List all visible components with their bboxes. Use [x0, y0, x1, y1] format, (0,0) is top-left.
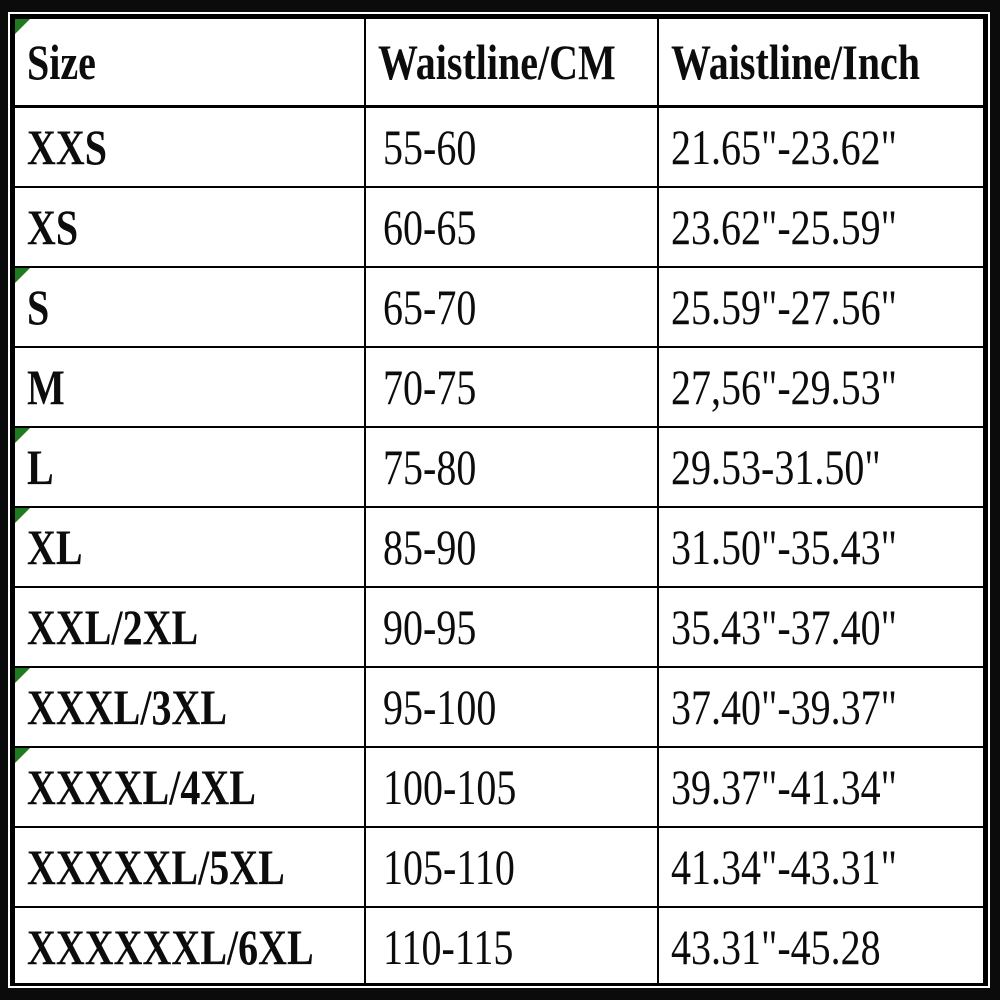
waistline-inch-cell: 31.50"-35.43" [657, 506, 985, 588]
size-cell: XXXL/3XL [12, 666, 367, 748]
waistline-inch-value: 27,56"-29.53" [671, 359, 898, 415]
waistline-cm-value: 100-105 [383, 759, 517, 815]
table-row: XS 60-65 23.62"-25.59" [12, 186, 985, 268]
waistline-inch-value: 23.62"-25.59" [671, 199, 898, 255]
size-cell: M [12, 346, 367, 428]
waistline-inch-value: 35.43"-37.40" [671, 599, 898, 655]
size-cell: XXL/2XL [12, 586, 367, 668]
size-label: XXXXL/4XL [27, 759, 256, 815]
waistline-cm-value: 85-90 [383, 519, 477, 575]
waistline-inch-cell: 37.40"-39.37" [657, 666, 985, 748]
waistline-inch-value: 39.37"-41.34" [671, 759, 898, 815]
waistline-cm-cell: 75-80 [364, 426, 660, 508]
table-row: M 70-75 27,56"-29.53" [12, 346, 985, 428]
waistline-inch-value: 41.34"-43.31" [671, 839, 898, 895]
waistline-cm-value: 70-75 [383, 359, 477, 415]
size-cell: XS [12, 186, 367, 268]
size-chart-header: Size Waistline/CM Waistline/Inch [12, 17, 985, 108]
size-label: L [27, 439, 54, 495]
waistline-inch-cell: 23.62"-25.59" [657, 186, 985, 268]
size-label: XS [27, 199, 79, 255]
header-label-size: Size [27, 34, 96, 90]
waistline-inch-cell: 25.59"-27.56" [657, 266, 985, 348]
size-label: XXXL/3XL [27, 679, 228, 735]
waistline-cm-value: 90-95 [383, 599, 477, 655]
table-row: XXS 55-60 21.65"-23.62" [12, 105, 985, 188]
size-cell: XXS [12, 105, 367, 188]
size-label: XXS [27, 119, 108, 175]
table-row: XL 85-90 31.50"-35.43" [12, 506, 985, 588]
size-label: XL [27, 519, 83, 575]
waistline-cm-cell: 60-65 [364, 186, 660, 268]
waistline-cm-cell: 85-90 [364, 506, 660, 588]
green-corner-marker-icon [16, 749, 30, 763]
size-label: XXXXXXL/6XL [27, 919, 314, 975]
size-cell: XXXXL/4XL [12, 746, 367, 828]
waistline-inch-cell: 43.31"-45.28 [657, 906, 985, 988]
waistline-cm-value: 55-60 [383, 119, 477, 175]
size-chart-body: XXS 55-60 21.65"-23.62" XS 60-65 23.62"-25.59… [12, 105, 985, 988]
waistline-inch-value: 43.31"-45.28 [671, 919, 881, 975]
table-row: XXXXXL/5XL 105-110 41.34"-43.31" [12, 826, 985, 908]
waistline-inch-cell: 39.37"-41.34" [657, 746, 985, 828]
waistline-cm-cell: 55-60 [364, 105, 660, 188]
waistline-cm-value: 95-100 [383, 679, 497, 735]
table-row: S 65-70 25.59"-27.56" [12, 266, 985, 348]
waistline-inch-cell: 35.43"-37.40" [657, 586, 985, 668]
waistline-inch-value: 31.50"-35.43" [671, 519, 898, 575]
waistline-cm-cell: 100-105 [364, 746, 660, 828]
header-label-waistline-cm: Waistline/CM [378, 34, 616, 90]
size-label: M [27, 359, 65, 415]
waistline-inch-value: 25.59"-27.56" [671, 279, 898, 335]
green-corner-marker-icon [16, 19, 30, 34]
size-chart-table: Size Waistline/CM Waistline/Inch XXS 55-6… [12, 17, 985, 988]
green-corner-marker-icon [16, 509, 30, 523]
waistline-inch-value: 29.53-31.50" [671, 439, 881, 495]
size-label: XXL/2XL [27, 599, 199, 655]
table-row: XXXXL/4XL 100-105 39.37"-41.34" [12, 746, 985, 828]
waistline-inch-value: 21.65"-23.62" [671, 119, 898, 175]
waistline-cm-cell: 105-110 [364, 826, 660, 908]
size-chart-frame: Size Waistline/CM Waistline/Inch XXS 55-6… [8, 12, 990, 988]
size-cell: XXXXXXL/6XL [12, 906, 367, 988]
waistline-cm-cell: 90-95 [364, 586, 660, 668]
green-corner-marker-icon [16, 669, 30, 683]
waistline-cm-cell: 65-70 [364, 266, 660, 348]
green-corner-marker-icon [16, 269, 30, 283]
waistline-cm-value: 60-65 [383, 199, 477, 255]
size-label: XXXXXL/5XL [27, 839, 285, 895]
waistline-cm-value: 105-110 [383, 839, 515, 895]
size-cell: S [12, 266, 367, 348]
waistline-cm-cell: 95-100 [364, 666, 660, 748]
table-row: L 75-80 29.53-31.50" [12, 426, 985, 508]
table-row: XXL/2XL 90-95 35.43"-37.40" [12, 586, 985, 668]
waistline-inch-cell: 21.65"-23.62" [657, 105, 985, 188]
header-cell-waistline-cm: Waistline/CM [364, 17, 660, 108]
table-row: XXXXXXL/6XL 110-115 43.31"-45.28 [12, 906, 985, 988]
waistline-inch-cell: 29.53-31.50" [657, 426, 985, 508]
waistline-cm-value: 65-70 [383, 279, 477, 335]
header-row: Size Waistline/CM Waistline/Inch [12, 17, 985, 108]
waistline-cm-cell: 110-115 [364, 906, 660, 988]
size-cell: XXXXXL/5XL [12, 826, 367, 908]
header-cell-size: Size [12, 17, 367, 108]
waistline-cm-value: 75-80 [383, 439, 477, 495]
size-cell: XL [12, 506, 367, 588]
waistline-inch-value: 37.40"-39.37" [671, 679, 898, 735]
size-cell: L [12, 426, 367, 508]
header-cell-waistline-inch: Waistline/Inch [657, 17, 985, 108]
header-label-waistline-inch: Waistline/Inch [671, 34, 921, 90]
waistline-cm-value: 110-115 [383, 919, 514, 975]
size-label: S [27, 279, 50, 335]
table-row: XXXL/3XL 95-100 37.40"-39.37" [12, 666, 985, 748]
waistline-inch-cell: 41.34"-43.31" [657, 826, 985, 908]
green-corner-marker-icon [16, 429, 30, 443]
waistline-inch-cell: 27,56"-29.53" [657, 346, 985, 428]
waistline-cm-cell: 70-75 [364, 346, 660, 428]
